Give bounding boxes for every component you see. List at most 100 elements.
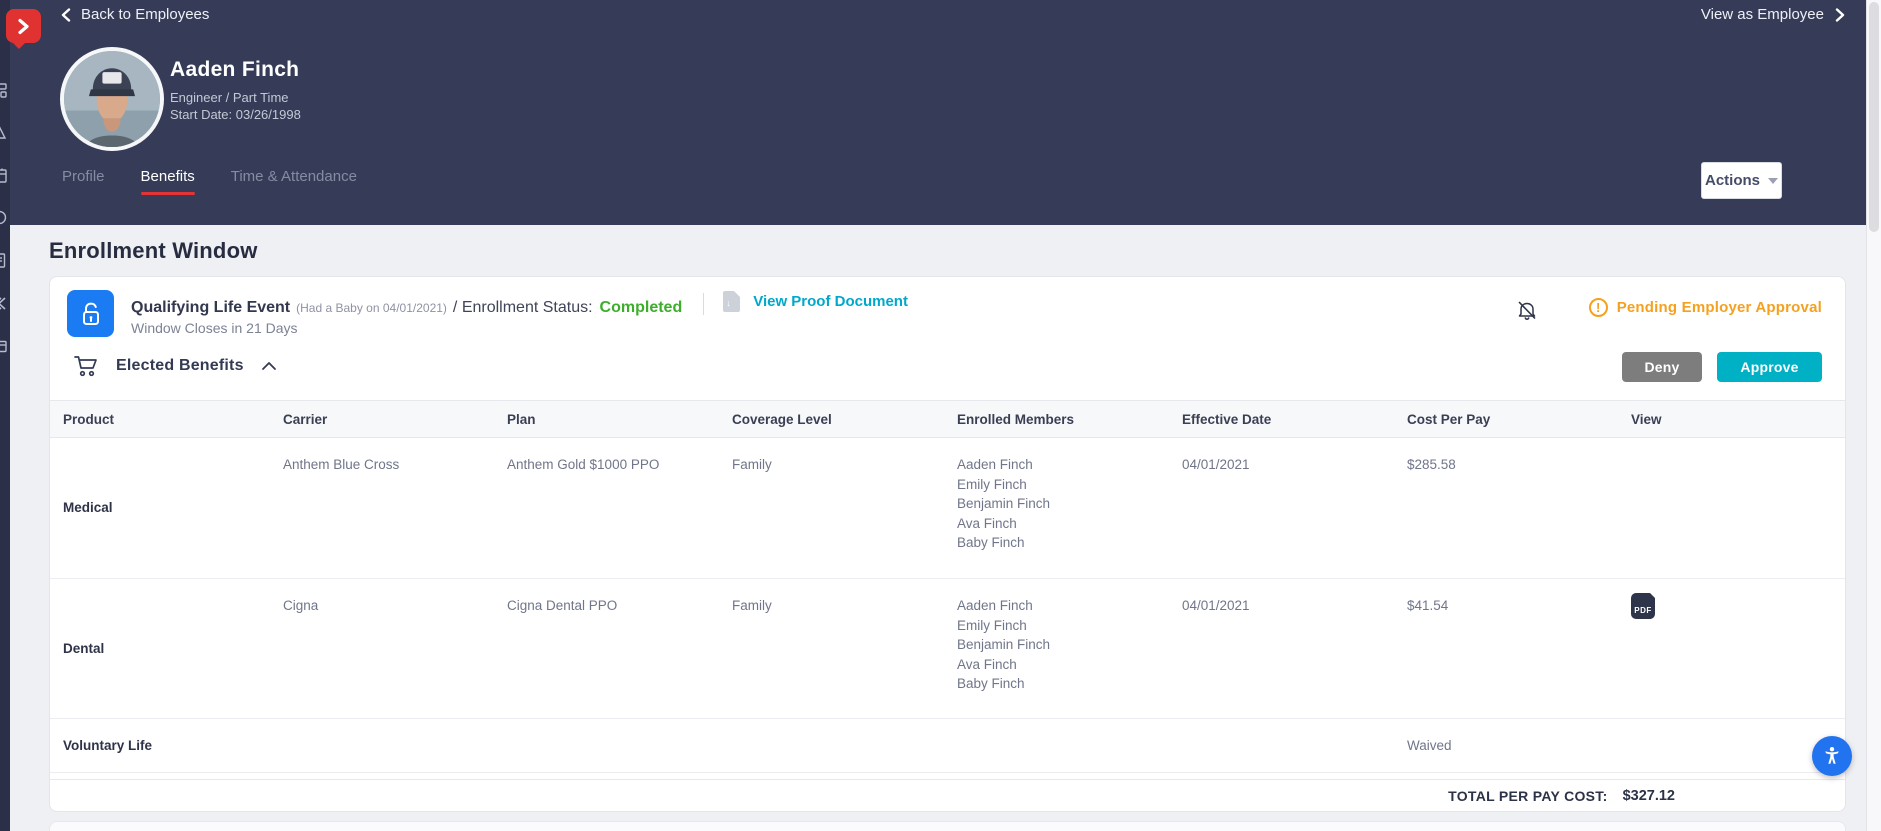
back-to-employees-link[interactable]: Back to Employees: [60, 6, 209, 23]
document-icon[interactable]: [0, 252, 8, 269]
members-cell: Aaden Finch Emily Finch Benjamin Finch A…: [957, 438, 1182, 578]
chevron-up-icon: [261, 362, 276, 370]
total-per-pay-row: TOTAL PER PAY COST: $327.12: [50, 779, 1845, 812]
window-closes-note: Window Closes in 21 Days: [131, 320, 298, 336]
chevron-left-icon: [61, 7, 71, 22]
product-cell: Dental: [63, 640, 105, 656]
pending-employer-approval-status: ! Pending Employer Approval: [1588, 298, 1822, 317]
cost-cell: $285.58: [1407, 457, 1456, 472]
cost-cell: Waived: [1407, 737, 1452, 753]
logo-chevron-icon: [18, 18, 29, 35]
pdf-chip-label: PDF: [1634, 606, 1652, 615]
product-cell: Medical: [63, 500, 113, 516]
view-cell: [1631, 438, 1845, 578]
col-product: Product: [63, 411, 115, 427]
page-title: Enrollment Window: [49, 238, 258, 263]
elected-benefits-toggle[interactable]: Elected Benefits: [73, 354, 277, 378]
member-name: Emily Finch: [957, 476, 1027, 492]
deny-button[interactable]: Deny: [1622, 352, 1702, 382]
unlocked-padlock-icon: [82, 302, 99, 325]
col-carrier: Carrier: [283, 411, 328, 427]
notifications-muted-icon[interactable]: [1516, 299, 1538, 326]
member-name: Baby Finch: [957, 676, 1025, 691]
collapse-icon[interactable]: [0, 295, 8, 312]
members-cell: Aaden Finch Emily Finch Benjamin Finch A…: [957, 579, 1182, 718]
member-name: Ava Finch: [957, 656, 1017, 672]
member-name: Aaden Finch: [957, 457, 1033, 472]
accessibility-button[interactable]: [1812, 736, 1852, 776]
member-name: Aaden Finch: [957, 598, 1033, 613]
employee-role: Engineer / Part Time: [170, 90, 289, 105]
member-name: Baby Finch: [957, 535, 1025, 550]
col-plan: Plan: [507, 411, 536, 427]
org-chart-icon[interactable]: [0, 82, 8, 99]
approve-button[interactable]: Approve: [1717, 352, 1822, 382]
table-row-dental: Dental Cigna Cigna Dental PPO Family Aad…: [50, 579, 1845, 719]
chevron-right-icon: [1835, 7, 1845, 22]
employee-header: Back to Employees View as Employee Aaden…: [10, 0, 1866, 225]
qle-title: Qualifying Life Event: [131, 299, 291, 316]
member-name: Benjamin Finch: [957, 496, 1051, 511]
chevron-down-icon: [1768, 177, 1778, 184]
col-effective-date: Effective Date: [1182, 411, 1272, 427]
tab-time-attendance[interactable]: Time & Attendance: [230, 168, 357, 185]
scrollbar-thumb[interactable]: [1869, 2, 1879, 232]
cart-icon: [74, 356, 97, 377]
actions-button[interactable]: Actions: [1701, 162, 1782, 199]
page-scrollbar[interactable]: [1866, 0, 1881, 831]
plan-cell: Anthem Gold $1000 PPO: [507, 457, 660, 472]
enrollment-status-label: / Enrollment Status:: [452, 299, 593, 316]
col-cost-per-pay: Cost Per Pay: [1407, 411, 1491, 427]
actions-label: Actions: [1704, 172, 1760, 189]
col-enrolled-members: Enrolled Members: [957, 411, 1075, 427]
table-header-row: Product Carrier Plan Coverage Level Enro…: [50, 400, 1845, 438]
plan-cell: Cigna Dental PPO: [507, 598, 618, 613]
product-cell: Voluntary Life: [63, 737, 153, 753]
table-row-medical: Medical Anthem Blue Cross Anthem Gold $1…: [50, 438, 1845, 579]
total-label: TOTAL PER PAY COST:: [1448, 788, 1608, 804]
accessibility-icon: [1825, 747, 1839, 764]
pending-approval-label: Pending Employer Approval: [1616, 299, 1822, 316]
carrier-cell: Cigna: [283, 598, 319, 613]
col-coverage-level: Coverage Level: [732, 411, 832, 427]
calendar-icon[interactable]: [0, 167, 8, 184]
left-nav-rail[interactable]: [0, 0, 10, 831]
table-row-voluntary-life: Voluntary Life Waived: [50, 719, 1845, 773]
logo-bubble: [6, 9, 41, 43]
effective-date-cell: 04/01/2021: [1182, 457, 1250, 472]
cost-cell: $41.54: [1407, 598, 1449, 613]
chat-icon[interactable]: [0, 209, 8, 226]
qle-summary-line: Qualifying Life Event (Had a Baby on 04/…: [131, 291, 908, 317]
employee-name: Aaden Finch: [170, 58, 300, 81]
billing-icon[interactable]: [0, 338, 8, 355]
logo-tail: [10, 40, 28, 49]
col-view: View: [1631, 411, 1662, 427]
enrollment-status-value: Completed: [599, 299, 683, 316]
app-logo[interactable]: [6, 9, 41, 49]
coverage-cell: Family: [732, 457, 772, 472]
unlock-badge: [67, 290, 114, 337]
view-cell: PDF: [1631, 579, 1845, 718]
pdf-file-icon: ↓: [723, 291, 741, 312]
member-name: Benjamin Finch: [957, 637, 1051, 652]
member-name: Emily Finch: [957, 617, 1027, 633]
view-as-employee-link[interactable]: View as Employee: [1701, 6, 1846, 23]
effective-date-cell: 04/01/2021: [1182, 598, 1250, 613]
coverage-cell: Family: [732, 598, 772, 613]
avatar: [60, 47, 164, 151]
carrier-cell: Anthem Blue Cross: [283, 457, 400, 472]
enrollment-window-card: Qualifying Life Event (Had a Baby on 04/…: [49, 276, 1846, 812]
divider: [703, 293, 705, 315]
view-as-label: View as Employee: [1700, 6, 1824, 23]
elected-benefits-label: Elected Benefits: [116, 357, 244, 374]
total-value: $327.12: [1622, 788, 1675, 804]
next-card-edge: [49, 821, 1846, 831]
employee-start-date: Start Date: 03/26/1998: [170, 107, 301, 122]
tab-profile[interactable]: Profile: [62, 168, 105, 185]
people-icon[interactable]: [0, 124, 8, 141]
view-proof-document-link[interactable]: ↓ View Proof Document: [723, 291, 908, 312]
view-pdf-button[interactable]: PDF: [1631, 592, 1656, 619]
avatar-photo: [64, 51, 160, 147]
tab-benefits[interactable]: Benefits: [140, 168, 195, 195]
